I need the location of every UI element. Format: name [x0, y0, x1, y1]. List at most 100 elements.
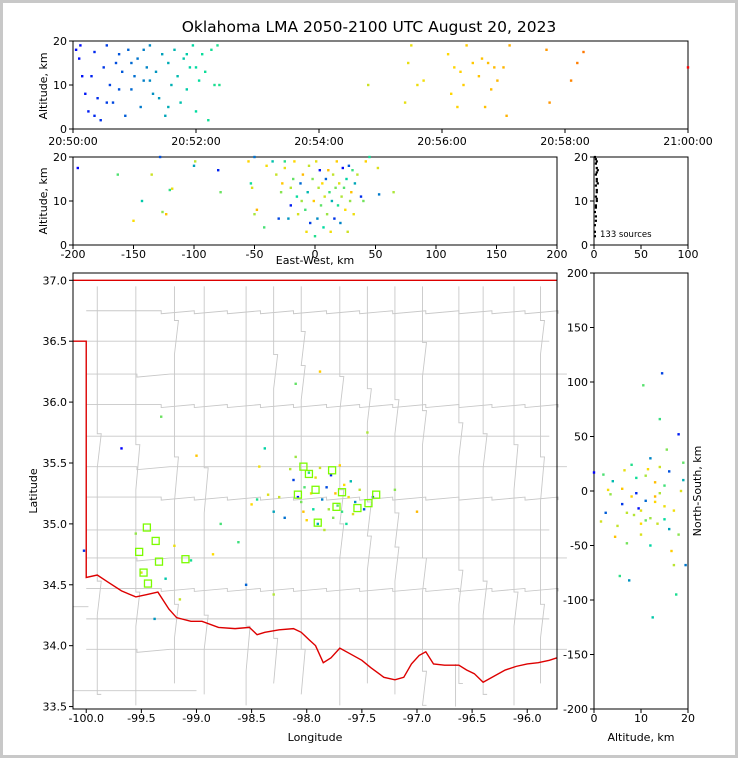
ns-altitude-point [611, 480, 614, 483]
time-altitude-point [496, 79, 499, 82]
time-altitude-point [121, 70, 124, 73]
plan-source-point [294, 382, 297, 385]
histogram-point [594, 184, 597, 187]
lma-station-marker [311, 485, 320, 494]
ew-altitude-point [255, 208, 259, 211]
time-altitude-point [493, 66, 496, 69]
ew-x-tick-label: -50 [246, 248, 264, 261]
time-altitude-point [130, 88, 133, 91]
plan-source-point [343, 483, 346, 487]
county-line [245, 286, 251, 706]
ew-altitude-point [350, 191, 353, 194]
time-altitude-point [548, 101, 551, 104]
ew-altitude-point [334, 186, 337, 189]
time-altitude-point [124, 114, 127, 117]
ns-altitude-point [618, 574, 621, 578]
time-altitude-point [210, 48, 213, 51]
ew-altitude-point [304, 208, 307, 211]
ew-ylabel: Altitude, km [37, 167, 50, 234]
histogram-point [594, 219, 597, 222]
ns-altitude-point [668, 527, 671, 531]
time-altitude-point [154, 70, 158, 73]
county-line [366, 286, 372, 684]
ns-altitude-point [684, 563, 687, 567]
histogram-point [595, 188, 598, 192]
ew-altitude-point [356, 173, 359, 176]
hist-y-tick-label: 20 [574, 151, 588, 164]
time-altitude-point [157, 97, 161, 100]
plan-ylabel: Latitude [27, 468, 40, 514]
ns-altitude-point [677, 533, 680, 536]
plan-source-point [278, 495, 281, 499]
ns-altitude-point [658, 465, 661, 469]
plan-source-point [340, 510, 344, 513]
state-border-south [73, 340, 558, 684]
histogram-point [593, 235, 596, 238]
plan-source-point [296, 495, 300, 499]
ns-altitude-point [653, 495, 657, 498]
ns-altitude-point [609, 493, 612, 496]
time-altitude-point [148, 79, 152, 82]
ew-altitude-point [322, 226, 325, 229]
plan-source-point [302, 510, 305, 513]
ns-altitude-point [642, 384, 645, 387]
ns-altitude-point [639, 522, 643, 525]
plan-source-point [338, 464, 341, 467]
time-altitude-point [213, 83, 216, 87]
ew-altitude-point [219, 191, 222, 194]
lma-station-marker [135, 547, 144, 557]
ew-altitude-point [305, 230, 308, 233]
time-altitude-point [502, 66, 505, 69]
ns-altitude-point [653, 500, 657, 504]
time-altitude-point [459, 70, 462, 73]
hist-x-tick-label: 0 [591, 248, 598, 261]
time-altitude-point [197, 79, 201, 82]
ew-altitude-point [171, 187, 174, 190]
county-boundaries [73, 286, 567, 707]
plan-source-point [153, 617, 156, 621]
ns-altitude-point [639, 509, 643, 512]
time-y-tick-label: 10 [53, 79, 67, 92]
ns-x-tick-label: 0 [591, 712, 598, 725]
plan-source-point [321, 498, 324, 501]
time-altitude-point [407, 61, 410, 65]
plan-x-tick-label: -97.5 [348, 712, 376, 725]
ns-altitude-point [628, 579, 631, 582]
time-altitude-point [477, 75, 481, 78]
ns-altitude-point [649, 544, 652, 547]
ew-altitude-point [283, 166, 286, 170]
ew-altitude-point [317, 186, 320, 189]
ew-altitude-point [352, 213, 355, 216]
time-altitude-point [105, 44, 108, 47]
county-line [86, 373, 567, 378]
ew-x-tick-label: -150 [121, 248, 146, 261]
plan-source-point [349, 480, 352, 483]
ew-y-tick-label: 10 [53, 195, 67, 208]
ns-altitude-point [621, 502, 624, 506]
time-altitude-point [87, 110, 90, 113]
ns-y-tick-label: -50 [570, 540, 588, 553]
ns-altitude-point [625, 511, 629, 514]
histogram-point [594, 173, 597, 176]
plan-source-point [255, 498, 259, 501]
ew-altitude-point [315, 160, 318, 163]
ns-altitude-point [670, 549, 673, 553]
ns-altitude-point [639, 533, 643, 536]
ns-y-tick-label: 200 [567, 267, 588, 280]
ns-altitude-point [682, 461, 685, 464]
ew-altitude-point [341, 166, 344, 170]
plan-source-point [332, 516, 335, 519]
lma-station-marker [372, 490, 381, 499]
time-x-tick-label: 20:50:00 [48, 135, 97, 148]
ns-altitude-point [663, 505, 666, 508]
time-altitude-point [450, 92, 453, 95]
lma-station-marker [151, 536, 160, 546]
ew-altitude-point [194, 160, 197, 163]
plan-source-point [362, 508, 366, 511]
histogram-point [594, 215, 597, 218]
time-altitude-point [486, 61, 490, 65]
ew-altitude-point [336, 204, 340, 207]
ew-altitude-point [271, 160, 274, 163]
ew-x-tick-label: 0 [312, 248, 319, 261]
